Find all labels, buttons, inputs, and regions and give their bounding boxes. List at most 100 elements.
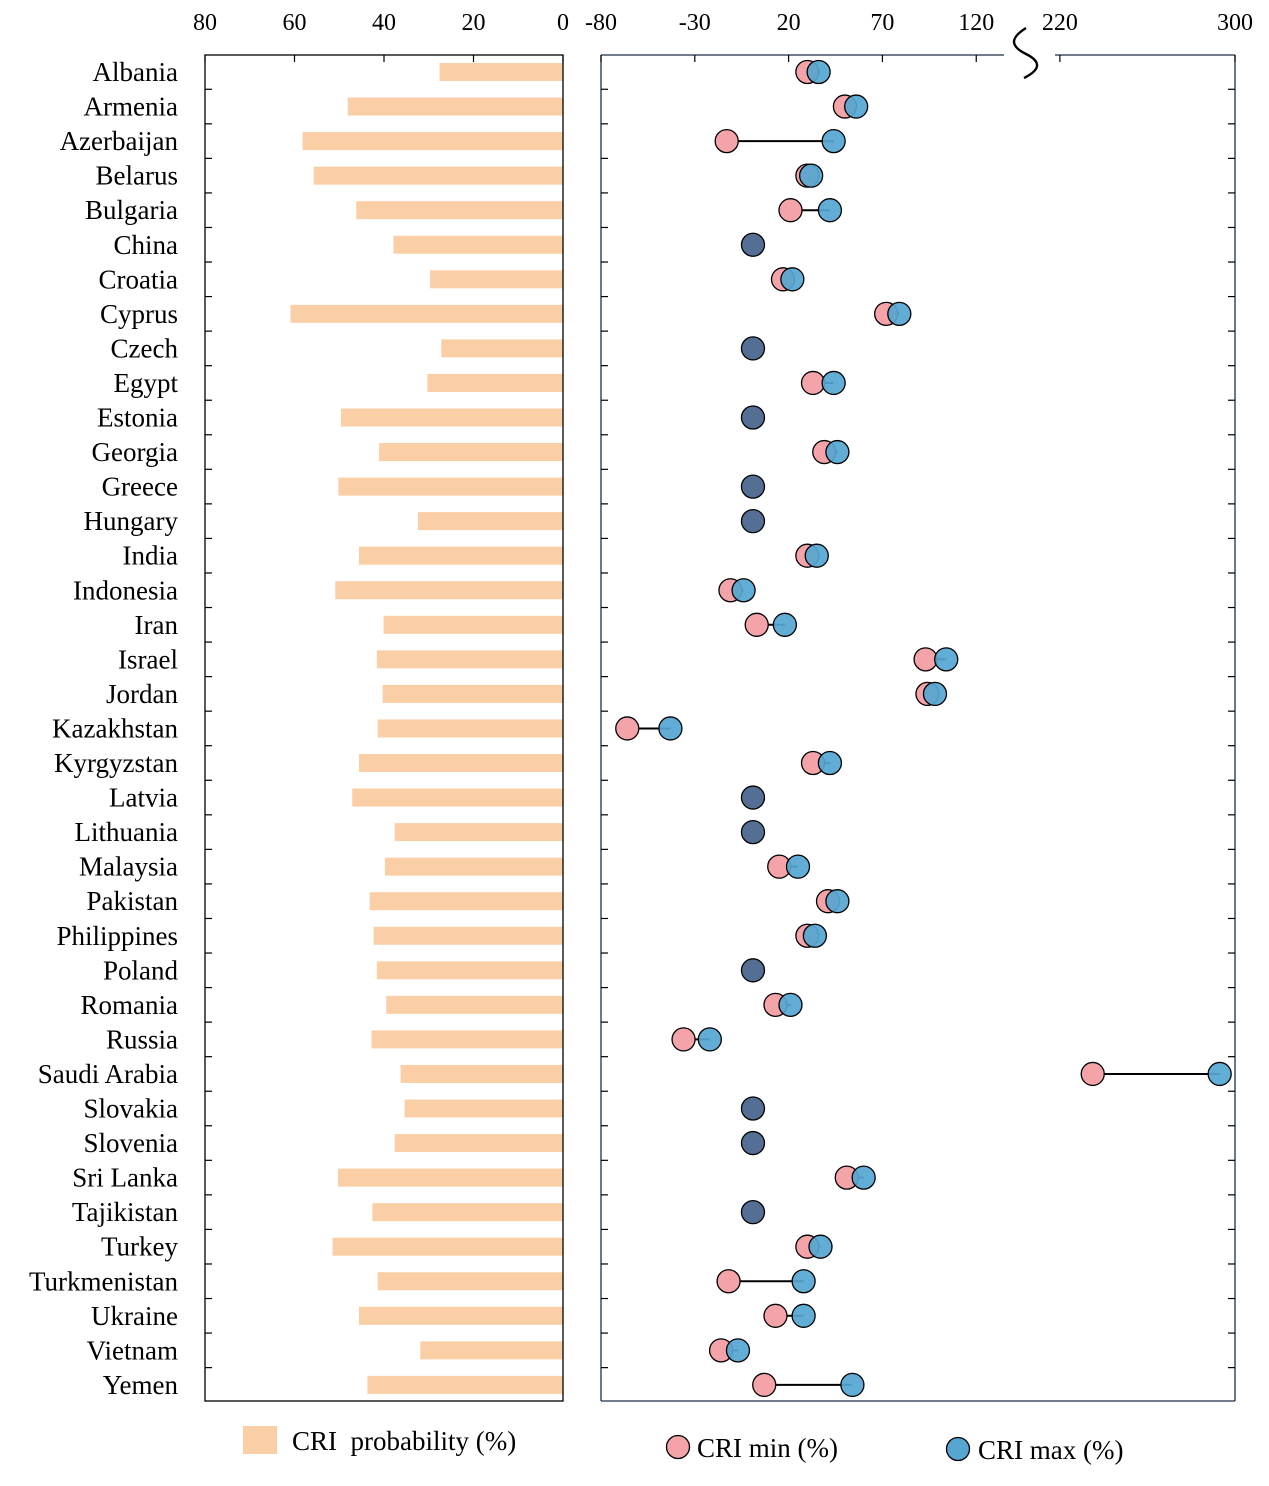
bar-armenia xyxy=(347,97,563,116)
country-label-slovenia: Slovenia xyxy=(84,1128,179,1158)
bar-malaysia xyxy=(384,857,563,876)
legend-marker-max xyxy=(945,1436,971,1462)
bar-tajikistan xyxy=(372,1203,563,1222)
bar-yemen xyxy=(367,1375,563,1394)
point-min-iran xyxy=(744,612,769,637)
bar-x-tick-80: 80 xyxy=(193,10,217,36)
bar-philippines xyxy=(373,926,563,945)
bar-x-tick-0: 0 xyxy=(557,10,569,36)
country-label-armenia: Armenia xyxy=(84,92,178,122)
point-overlap-china xyxy=(740,232,766,257)
bar-china xyxy=(393,235,563,254)
bar-x-tick-60: 60 xyxy=(283,10,307,36)
country-label-pakistan: Pakistan xyxy=(87,886,179,916)
country-label-tajikistan: Tajikistan xyxy=(72,1197,179,1227)
dumbbell-x-tick-20: 20 xyxy=(777,10,801,36)
bar-belarus xyxy=(313,166,563,185)
bar-israel xyxy=(376,650,563,669)
point-max-turkey xyxy=(808,1234,833,1259)
point-min-kazakhstan xyxy=(615,716,640,741)
point-max-georgia xyxy=(825,439,850,465)
country-label-azerbaijan: Azerbaijan xyxy=(60,126,179,156)
country-label-romania: Romania xyxy=(81,990,178,1020)
point-max-romania xyxy=(778,992,803,1017)
point-max-croatia xyxy=(780,267,805,292)
country-label-israel: Israel xyxy=(118,644,178,674)
point-max-egypt xyxy=(821,370,846,396)
point-max-pakistan xyxy=(825,889,850,914)
point-overlap-poland xyxy=(740,958,766,983)
bar-kyrgyzstan xyxy=(358,754,563,772)
point-max-azerbaijan xyxy=(821,128,846,154)
bar-egypt xyxy=(427,373,563,392)
point-overlap-latvia xyxy=(740,785,766,810)
dumbbell-x-tick--30: -30 xyxy=(679,10,711,36)
bar-sri-lanka xyxy=(337,1168,563,1187)
country-label-bulgaria: Bulgaria xyxy=(85,195,178,225)
bar-pakistan xyxy=(369,892,563,911)
point-overlap-slovakia xyxy=(740,1096,766,1121)
legend-marker-min xyxy=(665,1434,691,1460)
country-label-croatia: Croatia xyxy=(99,264,178,294)
bar-albania xyxy=(439,63,563,81)
point-max-iran xyxy=(772,612,798,637)
point-max-sri-lanka xyxy=(851,1165,876,1190)
bar-czech xyxy=(441,339,563,358)
bar-poland xyxy=(376,961,563,980)
dumbbell-x-tick--80: -80 xyxy=(585,10,617,36)
point-min-ukraine xyxy=(763,1303,788,1328)
point-overlap-hungary xyxy=(740,509,766,534)
bar-turkey xyxy=(332,1237,563,1256)
country-label-turkmenistan: Turkmenistan xyxy=(29,1266,179,1296)
axis-break-icon xyxy=(1012,26,1039,80)
country-label-slovakia: Slovakia xyxy=(84,1094,179,1124)
country-label-russia: Russia xyxy=(106,1024,178,1054)
point-min-yemen xyxy=(752,1372,777,1398)
country-label-estonia: Estonia xyxy=(97,403,178,433)
bar-slovenia xyxy=(394,1134,563,1153)
bar-legend: CRI probability (%) xyxy=(243,1426,516,1456)
point-max-saudi-arabia xyxy=(1207,1061,1232,1087)
point-max-indonesia xyxy=(731,578,756,603)
country-label-cyprus: Cyprus xyxy=(100,299,178,329)
point-max-russia xyxy=(697,1027,722,1052)
point-min-russia xyxy=(671,1027,696,1052)
bar-russia xyxy=(371,1030,563,1049)
country-label-jordan: Jordan xyxy=(106,679,178,709)
bar-jordan xyxy=(382,684,563,703)
point-max-bulgaria xyxy=(817,198,843,223)
point-min-bulgaria xyxy=(778,198,803,223)
legend-label-min: CRI min (%) xyxy=(697,1433,838,1463)
country-label-indonesia: Indonesia xyxy=(73,575,178,605)
dumbbell-x-tick-220: 220 xyxy=(1042,10,1078,36)
bar-cyprus xyxy=(290,304,563,323)
bar-estonia xyxy=(341,408,563,427)
point-max-armenia xyxy=(844,94,869,119)
country-label-lithuania: Lithuania xyxy=(75,817,178,847)
country-label-czech: Czech xyxy=(111,333,179,363)
bar-greece xyxy=(338,477,563,496)
point-max-israel xyxy=(934,647,959,672)
point-overlap-lithuania xyxy=(740,819,766,845)
point-max-vietnam xyxy=(725,1338,751,1363)
country-label-kazakhstan: Kazakhstan xyxy=(52,713,178,743)
legend-label-probability: CRI probability (%) xyxy=(292,1426,516,1456)
bar-slovakia xyxy=(404,1099,563,1118)
country-label-yemen: Yemen xyxy=(103,1370,179,1400)
bar-lithuania xyxy=(394,823,563,842)
point-max-malaysia xyxy=(785,854,811,879)
country-label-belarus: Belarus xyxy=(96,161,178,191)
bar-vietnam xyxy=(420,1341,563,1360)
point-max-belarus xyxy=(798,163,824,188)
country-label-latvia: Latvia xyxy=(109,783,178,813)
country-label-iran: Iran xyxy=(135,610,179,640)
bar-india xyxy=(358,546,563,565)
point-max-philippines xyxy=(802,923,828,948)
country-label-greece: Greece xyxy=(102,472,178,502)
bar-georgia xyxy=(379,443,563,462)
bar-saudi-arabia xyxy=(400,1064,563,1083)
country-label-egypt: Egypt xyxy=(114,368,179,398)
point-max-ukraine xyxy=(791,1303,816,1328)
country-label-vietnam: Vietnam xyxy=(87,1335,178,1365)
